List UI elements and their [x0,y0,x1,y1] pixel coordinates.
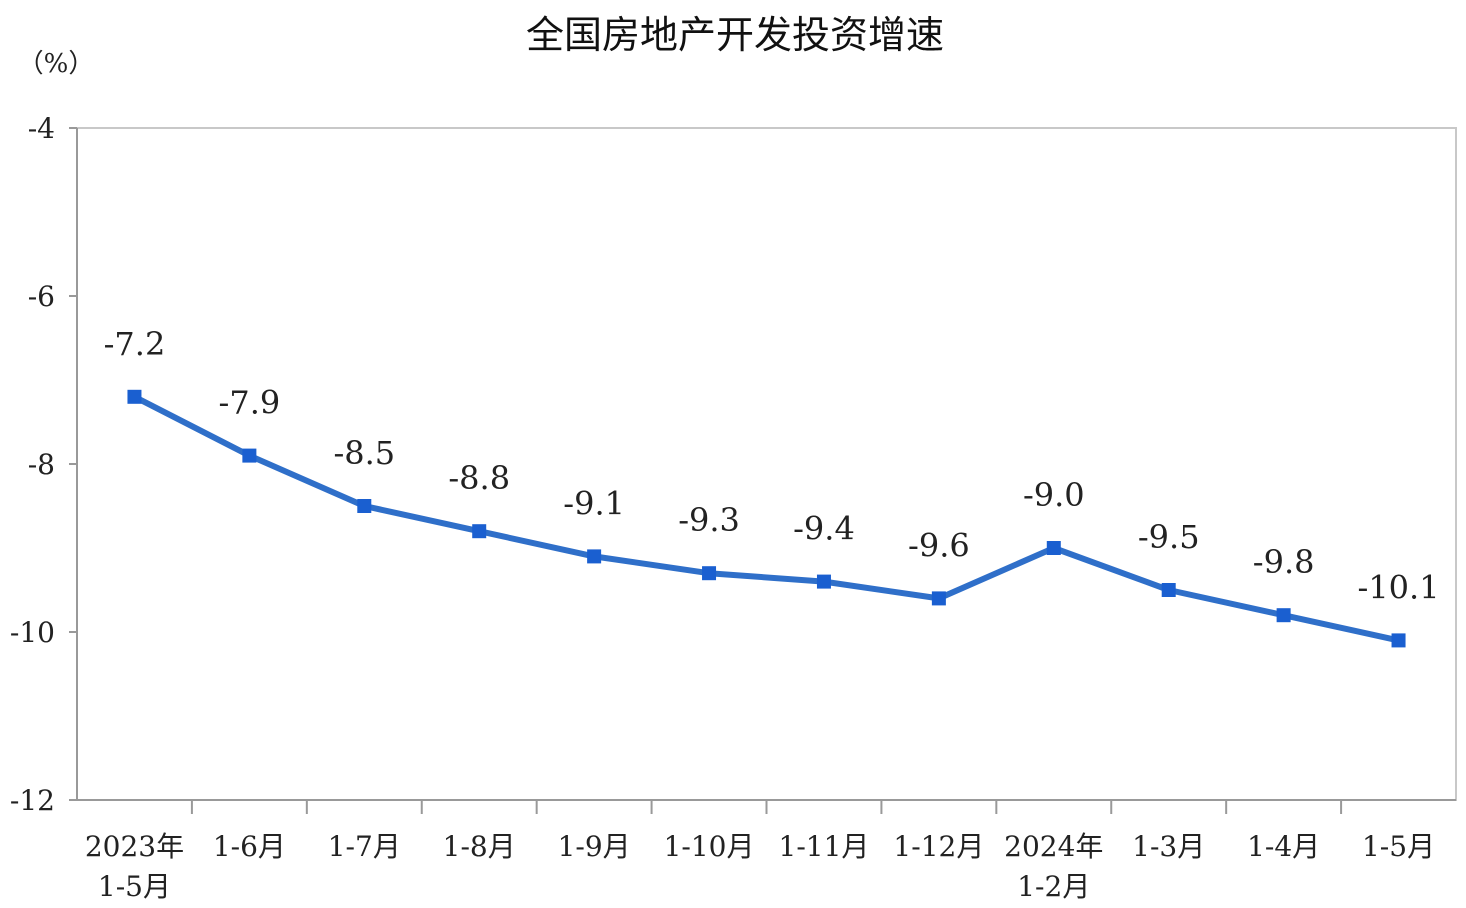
data-label: -10.1 [1358,568,1440,606]
data-point-marker [1161,583,1176,597]
x-tick-label: 1-10月 [664,830,755,863]
data-label: -9.1 [563,484,625,522]
x-tick-label: 1-8月 [443,830,516,863]
x-tick-label: 1-9月 [558,830,631,863]
y-tick-label: -4 [28,112,55,145]
plot-frame [76,127,1457,801]
x-tick-label: 2023年 [85,830,184,863]
data-point-marker [472,524,487,539]
data-point-marker [816,574,831,589]
data-point-marker [1046,541,1061,555]
series-line [131,393,1402,644]
data-point-marker [702,566,717,581]
label-layer: -7.2 -7.9 -8.5 -8.8 -9.1 -9.3 -9.4 -9.6 -9.0 -9.5… [104,325,1440,607]
y-tick-label: -10 [10,616,55,649]
data-label: -9.8 [1253,543,1315,581]
data-label: -9.5 [1138,518,1200,556]
y-unit-label: （%） [18,49,95,79]
data-point-marker [127,389,142,404]
x-tick-label: 1-6月 [213,830,286,863]
x-tick-label: 1-12月 [893,830,984,863]
line-layer [131,393,1402,644]
data-point-marker [1276,608,1291,623]
data-point-marker [242,448,257,463]
data-point-marker [1391,633,1406,648]
x-tick-label: 1-7月 [328,830,401,863]
data-label: -9.4 [793,510,855,548]
x-tick-label: 1-3月 [1132,830,1205,863]
data-label: -7.2 [104,325,166,363]
data-label: -8.8 [448,459,510,497]
y-tick-label: -12 [10,784,55,817]
x-tick-label: 1-5月 [98,870,171,903]
data-label: -9.6 [908,526,970,564]
x-tick-label: 1-5月 [1362,830,1435,863]
data-label: -8.5 [333,434,395,472]
x-tick-label: 1-4月 [1247,830,1320,863]
data-label: -9.0 [1023,476,1085,514]
data-label: -7.9 [219,384,281,422]
chart-title: 全国房地产开发投资增速 [526,13,944,57]
x-tick-label: 2024年 [1004,830,1103,863]
x-tick-label: 1-2月 [1017,870,1090,903]
axes-layer: -4 -6 -8 -10 -12 2023年 1-5月 1-6月 1-7月 1-8月 1-9月 1-1… [10,112,1456,903]
data-point-marker [357,499,372,513]
data-point-marker [587,549,602,564]
data-point-marker [931,591,946,606]
data-label: -9.3 [678,501,740,539]
marker-layer [127,389,1406,648]
x-tick-label: 1-11月 [779,830,870,863]
y-tick-label: -6 [28,280,55,313]
y-tick-label: -8 [28,448,55,481]
